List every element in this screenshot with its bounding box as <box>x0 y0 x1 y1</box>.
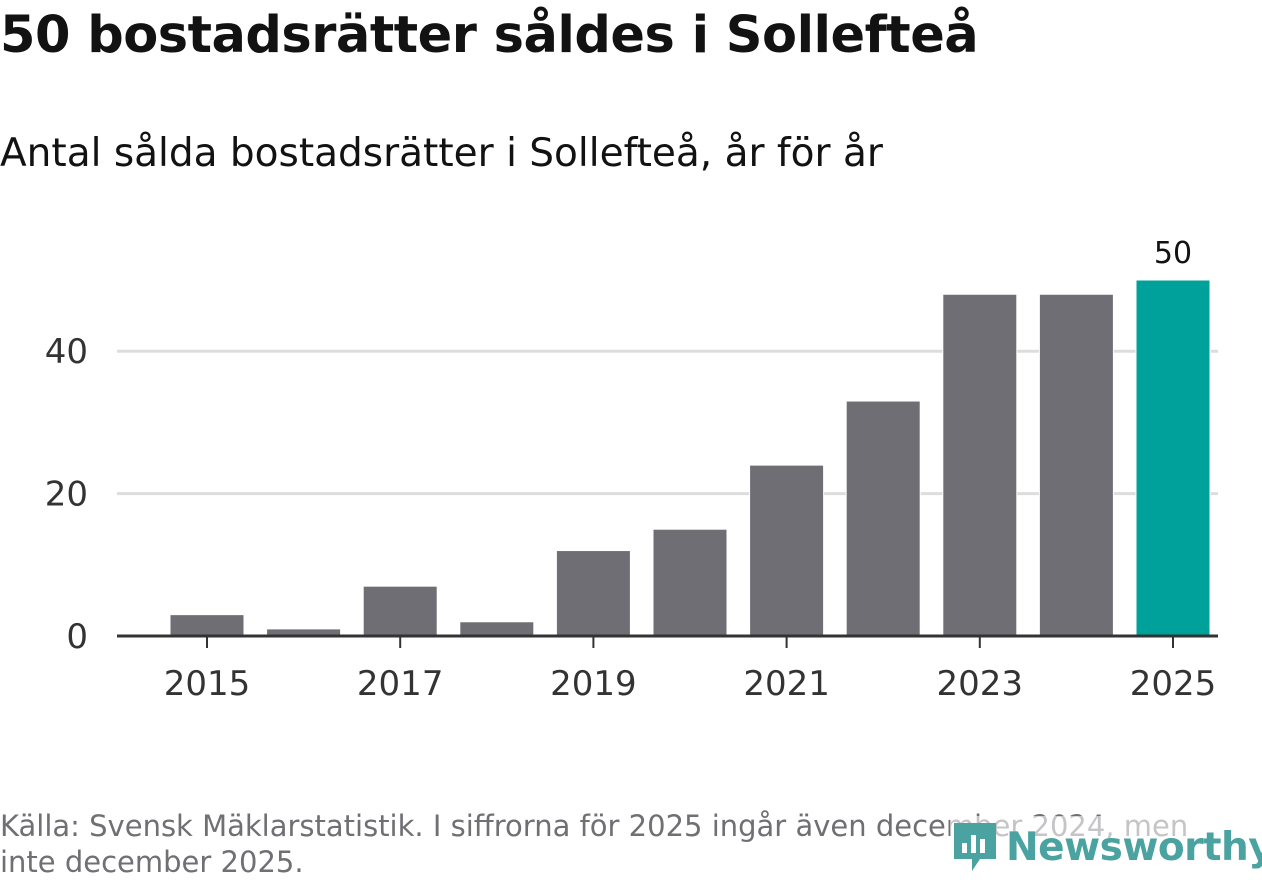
y-tick-label-40: 40 <box>45 332 88 372</box>
bar-2019 <box>555 550 631 637</box>
x-tick-label-2021: 2021 <box>743 664 830 704</box>
newsworthy-logo-icon <box>954 823 996 871</box>
bar-2018 <box>459 621 535 637</box>
x-tick-label-2019: 2019 <box>550 664 637 704</box>
bar-2020 <box>652 528 728 637</box>
bar-2023 <box>942 293 1018 637</box>
bar-2017 <box>362 585 438 637</box>
bar-2025 <box>1135 279 1211 637</box>
x-tick-label-2025: 2025 <box>1130 664 1217 704</box>
x-tick-label-2015: 2015 <box>164 664 251 704</box>
bar-2024 <box>1038 293 1114 637</box>
bar-2015 <box>169 614 245 637</box>
x-tick-label-2017: 2017 <box>357 664 444 704</box>
bar-2021 <box>749 464 825 637</box>
newsworthy-logo-text: Newsworthy <box>1006 824 1262 870</box>
x-tick-label-2023: 2023 <box>937 664 1024 704</box>
chart-subtitle: Antal sålda bostadsrätter i Sollefteå, å… <box>0 131 883 176</box>
chart-title: 50 bostadsrätter såldes i Sollefteå <box>0 6 979 65</box>
data-label-2025: 50 <box>1154 236 1192 271</box>
y-tick-label-0: 0 <box>66 617 88 657</box>
newsworthy-logo: Newsworthy <box>950 816 1262 878</box>
bar-2022 <box>845 400 921 637</box>
y-tick-label-20: 20 <box>45 475 88 515</box>
